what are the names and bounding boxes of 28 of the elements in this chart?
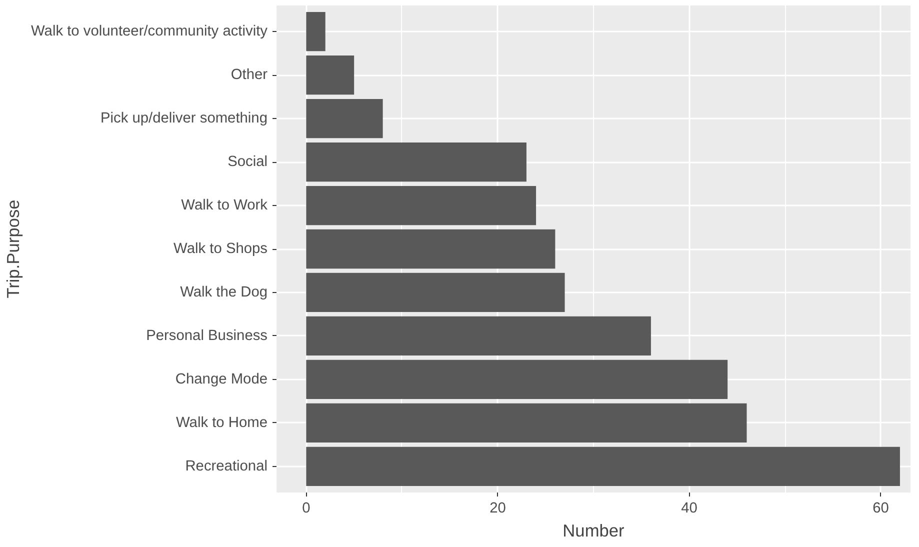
x-tick-label: 40	[681, 500, 698, 516]
y-tick-label: Personal Business	[146, 328, 268, 344]
y-tick-label: Recreational	[185, 458, 268, 474]
y-tick-label: Walk to Work	[181, 198, 268, 214]
bar	[306, 272, 565, 312]
x-tick-label: 60	[872, 500, 889, 516]
bar	[306, 142, 526, 182]
bar	[306, 360, 728, 400]
y-tick-label: Walk the Dog	[180, 284, 268, 300]
y-tick-label: Pick up/deliver something	[100, 110, 268, 127]
bar	[306, 446, 900, 486]
x-tick-label: 0	[302, 500, 310, 516]
bar	[306, 56, 354, 95]
bar	[306, 229, 556, 269]
x-tick-label: 20	[490, 500, 506, 516]
x-axis-title: Number	[562, 520, 625, 540]
y-tick-label: Other	[230, 67, 268, 84]
bar	[306, 12, 326, 52]
y-tick-label: Change Mode	[175, 371, 268, 388]
bar	[306, 98, 383, 138]
y-axis-title: Trip.Purpose	[3, 200, 24, 298]
bar	[306, 403, 747, 442]
bar	[306, 186, 536, 226]
bar	[306, 316, 651, 356]
y-tick-label: Walk to Shops	[174, 241, 268, 257]
y-tick-label: Social	[228, 154, 268, 170]
y-tick-label: Walk to volunteer/community activity	[31, 24, 268, 40]
y-tick-label: Walk to Home	[176, 414, 268, 431]
